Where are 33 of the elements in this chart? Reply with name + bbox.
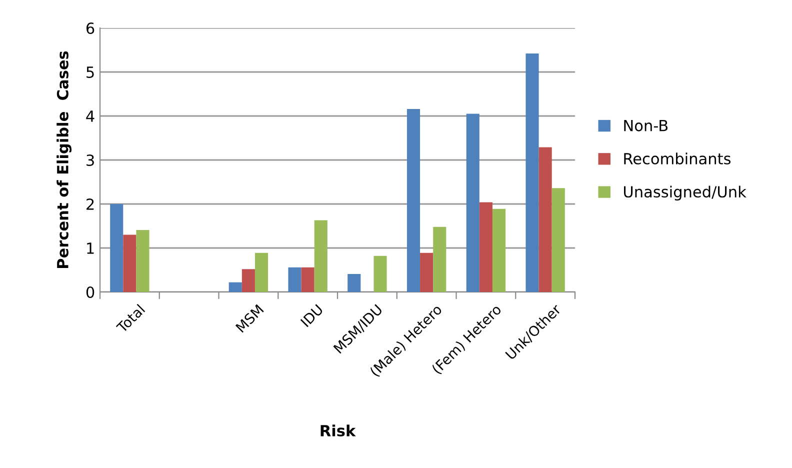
bar (288, 267, 302, 292)
bar (406, 108, 420, 292)
x-axis-title: Risk (320, 424, 356, 436)
bar (348, 274, 361, 292)
y-tick-label: 0 (86, 286, 94, 298)
y-axis-title: Percent of Eligible Cases (56, 51, 72, 268)
bar (526, 54, 539, 292)
bar (492, 208, 506, 292)
bar (110, 204, 124, 292)
legend-label: Recombinants (624, 152, 731, 164)
bar (538, 147, 552, 292)
y-tick-label: 4 (86, 110, 94, 122)
y-tick-label: 6 (86, 22, 94, 34)
bar (420, 252, 434, 292)
bar (242, 269, 255, 292)
y-tick-label: 3 (86, 154, 94, 166)
x-tick-label: IDU (300, 304, 324, 328)
bar (301, 267, 314, 292)
bar (136, 230, 150, 292)
legend-label: Unassigned/Unk (624, 186, 746, 201)
bar (479, 202, 492, 292)
bar (374, 256, 387, 292)
bar (228, 282, 242, 292)
y-tick-label: 5 (86, 66, 94, 78)
bar (466, 114, 480, 292)
bar (552, 188, 565, 292)
y-tick-label: 1 (87, 242, 94, 254)
bar (433, 226, 446, 292)
bar (123, 234, 136, 292)
y-tick-label: 2 (86, 198, 94, 210)
bar (314, 220, 328, 292)
bar (254, 252, 268, 292)
legend-label: Non-B (624, 120, 668, 132)
